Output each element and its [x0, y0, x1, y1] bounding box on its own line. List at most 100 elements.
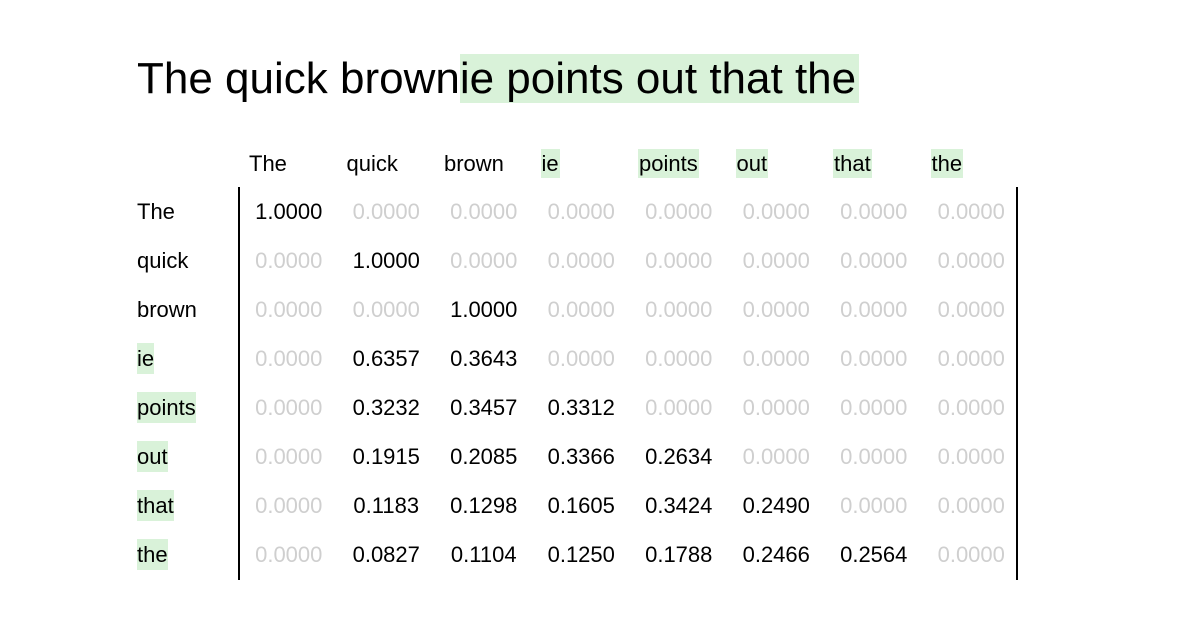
column-header: that [823, 148, 921, 180]
matrix-cell: 0.0000 [742, 248, 810, 273]
matrix-cell: 0.0000 [840, 493, 908, 518]
prompt-text: The quick brown [137, 54, 460, 103]
row-label: points [137, 383, 232, 432]
matrix-cell: 0.0000 [255, 346, 323, 371]
matrix-cell: 0.2466 [742, 542, 810, 567]
matrix-cell: 0.0000 [547, 346, 615, 371]
generated-text: ie points out that the [459, 54, 860, 103]
matrix-cell: 1.0000 [352, 248, 420, 273]
row-label: out [137, 432, 232, 481]
matrix-cell: 0.3643 [450, 346, 518, 371]
matrix-cell: 0.0000 [255, 444, 323, 469]
matrix-cell: 0.2634 [645, 444, 713, 469]
matrix-cell: 0.0000 [450, 248, 518, 273]
matrix-cell: 0.0000 [742, 346, 810, 371]
matrix-cell: 0.0000 [255, 297, 323, 322]
matrix-cell: 0.1183 [353, 493, 420, 518]
matrix-cell: 0.3366 [547, 444, 615, 469]
matrix-cell: 0.3232 [352, 395, 420, 420]
matrix-cell: 0.0000 [742, 199, 810, 224]
matrix-cell: 0.3457 [450, 395, 518, 420]
column-header-label: brown [444, 151, 504, 176]
column-header: the [921, 148, 1019, 180]
column-header-label: the [930, 149, 964, 178]
row-label: ie [137, 334, 232, 383]
row-label: that [137, 481, 232, 530]
column-header-label: that [833, 149, 872, 178]
matrix-cell: 0.0000 [937, 493, 1005, 518]
matrix-cell: 0.0000 [352, 297, 420, 322]
matrix-cell: 0.0000 [742, 444, 810, 469]
matrix-cell: 0.0000 [840, 199, 908, 224]
matrix-cell: 0.1250 [547, 542, 615, 567]
matrix-cell: 0.0000 [645, 199, 713, 224]
matrix-cell: 0.0000 [645, 248, 713, 273]
matrix-cell: 0.0000 [937, 199, 1005, 224]
column-header-label: points [638, 149, 699, 178]
matrix-cell: 0.0000 [547, 199, 615, 224]
row-label: The [137, 187, 232, 236]
column-header: ie [531, 148, 629, 180]
matrix-cell: 0.1605 [547, 493, 615, 518]
column-header: The [238, 148, 336, 180]
column-header: brown [433, 148, 531, 180]
column-header-label: out [735, 149, 769, 178]
matrix-cell: 0.0000 [937, 542, 1005, 567]
matrix-cell: 0.1915 [352, 444, 420, 469]
row-label: quick [137, 236, 232, 285]
matrix-cell: 0.0000 [840, 248, 908, 273]
column-header-label: ie [540, 149, 560, 178]
row-label: the [137, 530, 232, 579]
matrix-cell: 0.3312 [547, 395, 615, 420]
matrix-cell: 0.0000 [255, 542, 323, 567]
matrix-cell: 0.0000 [255, 493, 323, 518]
attention-matrix: 1.0000 0.0000 0.0000 0.0000 0.0000 0.0000 0.00… [238, 187, 1018, 580]
matrix-cell: 0.0827 [352, 542, 420, 567]
matrix-cell: 0.0000 [937, 444, 1005, 469]
matrix-cell: 0.0000 [840, 395, 908, 420]
matrix-cell: 0.0000 [742, 297, 810, 322]
column-header: out [726, 148, 824, 180]
row-label-text: the [137, 539, 168, 570]
matrix-cell: 0.1298 [450, 493, 518, 518]
column-header: points [628, 148, 726, 180]
matrix-cell: 0.0000 [645, 297, 713, 322]
matrix-cell: 0.0000 [645, 346, 713, 371]
row-label-text: ie [137, 343, 155, 374]
matrix-cell: 0.0000 [547, 248, 615, 273]
matrix-cell: 0.3424 [645, 493, 713, 518]
matrix-cell: 0.2564 [840, 542, 908, 567]
row-label-text: that [137, 490, 174, 521]
column-header-label: quick [346, 151, 398, 176]
matrix-cell: 0.0000 [255, 395, 323, 420]
matrix-cell: 0.2490 [742, 493, 810, 518]
matrix-cell: 0.0000 [840, 444, 908, 469]
matrix-cell: 0.0000 [645, 395, 713, 420]
matrix-cell: 1.0000 [450, 297, 518, 322]
matrix-cell: 0.0000 [547, 297, 615, 322]
row-label-text: brown [137, 297, 197, 322]
matrix-cell: 0.0000 [840, 346, 908, 371]
matrix-cell: 0.0000 [352, 199, 420, 224]
matrix-cell: 0.0000 [255, 248, 323, 273]
row-label-text: quick [137, 248, 189, 273]
matrix-cell: 1.0000 [255, 199, 323, 224]
column-header-label: The [249, 151, 287, 176]
matrix-cell: 0.0000 [742, 395, 810, 420]
matrix-cell: 0.1788 [645, 542, 713, 567]
generated-text-headline: The quick brownie points out that the [137, 53, 860, 104]
matrix-cell: 0.0000 [450, 199, 518, 224]
column-header: quick [336, 148, 434, 180]
matrix-cell: 0.6357 [352, 346, 420, 371]
row-label-text: out [137, 441, 168, 472]
matrix-cell: 0.0000 [840, 297, 908, 322]
row-label-text: The [137, 199, 175, 224]
matrix-cell: 0.2085 [450, 444, 518, 469]
row-label-text: points [137, 392, 196, 423]
row-label: brown [137, 285, 232, 334]
matrix-cell: 0.0000 [937, 297, 1005, 322]
matrix-cell: 0.1104 [450, 542, 517, 567]
matrix-cell: 0.0000 [937, 395, 1005, 420]
matrix-cell: 0.0000 [937, 346, 1005, 371]
matrix-cell: 0.0000 [937, 248, 1005, 273]
